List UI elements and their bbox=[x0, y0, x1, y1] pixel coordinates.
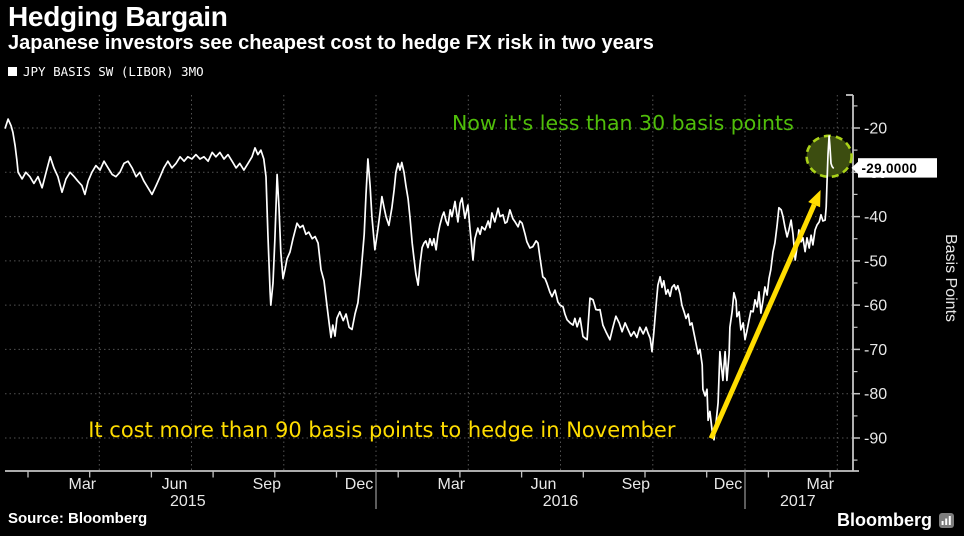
y-tick-label: -80 bbox=[864, 386, 887, 403]
page-title: Hedging Bargain bbox=[8, 1, 228, 32]
y-axis-title: Basis Points bbox=[942, 234, 959, 322]
x-month-label: Dec bbox=[345, 476, 373, 493]
legend-label: JPY BASIS SW (LIBOR) 3MO bbox=[23, 64, 204, 79]
x-year-label: 2015 bbox=[170, 493, 206, 510]
x-month-label: Mar bbox=[438, 476, 466, 493]
x-month-label: Mar bbox=[69, 476, 97, 493]
page-subtitle: Japanese investors see cheapest cost to … bbox=[8, 32, 654, 54]
x-year-label: 2016 bbox=[543, 493, 579, 510]
x-month-label: Jun bbox=[531, 476, 557, 493]
x-month-label: Dec bbox=[714, 476, 742, 493]
x-month-label: Sep bbox=[622, 476, 651, 493]
y-tick-label: -50 bbox=[864, 253, 887, 270]
price-label-notch bbox=[851, 160, 859, 175]
x-month-label: Sep bbox=[253, 476, 282, 493]
y-tick-label: -90 bbox=[864, 431, 887, 448]
bloomberg-logo: Bloomberg bbox=[837, 510, 954, 531]
legend-swatch-icon bbox=[8, 67, 17, 76]
x-month-label: Jun bbox=[162, 476, 188, 493]
x-year-label: 2017 bbox=[780, 493, 816, 510]
legend: JPY BASIS SW (LIBOR) 3MO bbox=[8, 64, 204, 79]
y-tick-label: -20 bbox=[864, 121, 887, 138]
y-tick-label: -70 bbox=[864, 342, 887, 359]
bar-chart-icon bbox=[939, 513, 954, 528]
bloomberg-wordmark: Bloomberg bbox=[836, 510, 932, 530]
y-tick-label: -40 bbox=[864, 209, 887, 226]
price-label-text: -29.0000 bbox=[862, 161, 918, 176]
annotation-november: It cost more than 90 basis points to hed… bbox=[88, 418, 676, 442]
annotation-now: Now it's less than 30 basis points bbox=[452, 111, 794, 135]
price-label-box bbox=[858, 158, 937, 178]
annotation-arrow bbox=[708, 203, 817, 440]
series-line bbox=[4, 118, 835, 441]
x-month-label: Mar bbox=[807, 476, 835, 493]
source-credit: Source: Bloomberg bbox=[8, 510, 148, 527]
annotation-arrowhead bbox=[808, 190, 821, 208]
y-tick-label: -60 bbox=[864, 298, 887, 315]
